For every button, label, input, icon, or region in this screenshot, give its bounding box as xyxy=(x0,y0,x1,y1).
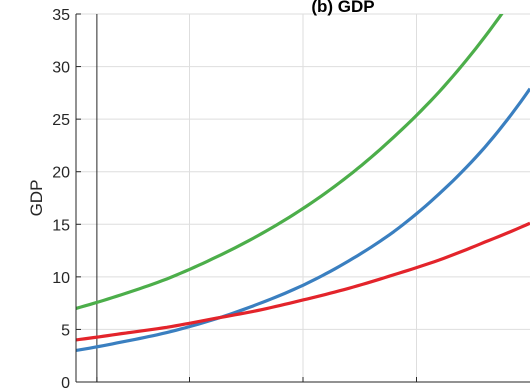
y-tick-label: 15 xyxy=(52,217,70,234)
y-tick-label: 0 xyxy=(61,375,70,389)
y-tick-label: 20 xyxy=(52,165,70,182)
y-tick-label: 35 xyxy=(52,7,70,24)
x-axis-ticks xyxy=(96,377,417,382)
y-tick-label: 30 xyxy=(52,60,70,77)
y-tick-label: 25 xyxy=(52,112,70,129)
series-lines xyxy=(76,14,530,353)
y-tick-label: 5 xyxy=(61,322,70,339)
y-axis-label: GDP xyxy=(27,180,46,217)
y-axis-ticks: 0 5 10 15 20 25 30 35 xyxy=(52,7,81,389)
series-line-1 xyxy=(76,14,504,310)
series-line-3 xyxy=(76,221,530,342)
series-line-2 xyxy=(76,87,530,353)
chart-title: (b) GDP xyxy=(311,0,374,16)
y-tick-label: 10 xyxy=(52,270,70,287)
grid-lines xyxy=(76,13,530,382)
